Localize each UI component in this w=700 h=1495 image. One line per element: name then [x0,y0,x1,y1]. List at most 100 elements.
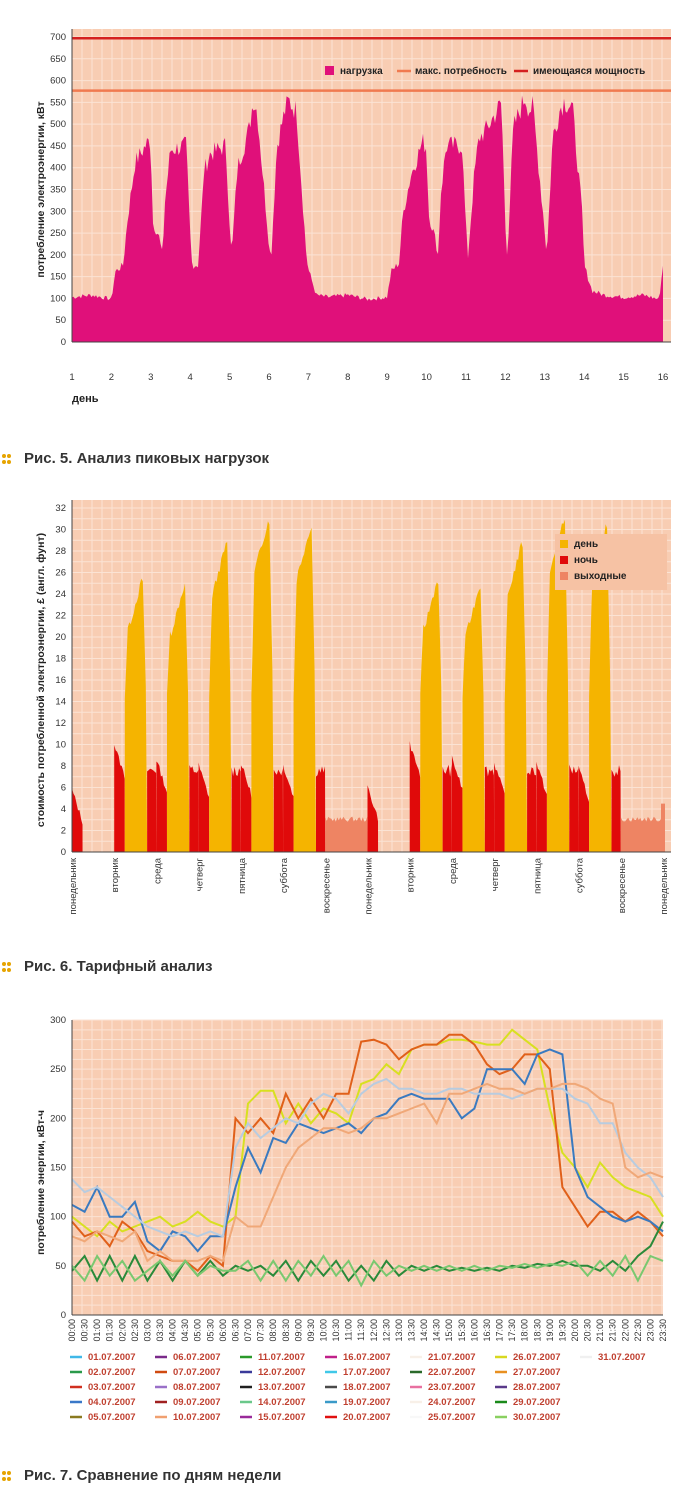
night-bars [527,767,537,852]
legend-label: 05.07.2007 [88,1412,136,1423]
x-tick-label: 10:00 [318,1319,328,1342]
x-tick-label: 18:00 [520,1319,530,1342]
x-tick-label: 11:00 [344,1319,354,1341]
caption-text: Сравнение по дням недели [76,1467,282,1484]
legend-label: 07.07.2007 [173,1367,221,1378]
caption-dots-icon [2,1471,12,1483]
night-bars [147,768,157,852]
night-bars [569,764,579,852]
legend-label-load: нагрузка [340,66,383,77]
night-bars [240,765,252,852]
x-tick-label: 12:30 [381,1319,391,1342]
legend-label: 17.07.2007 [343,1367,391,1378]
x-tick-label: 14:00 [419,1319,429,1342]
x-tick-label: 21:30 [608,1319,618,1342]
legend-label: 31.07.2007 [598,1352,646,1363]
y-tick-label: 12 [55,718,66,729]
night-bars [494,762,505,852]
x-tick-label: 07:30 [256,1319,266,1342]
x-tick-label: 03:30 [155,1319,165,1342]
x-tick-label: 10:30 [331,1319,341,1342]
y-tick-label: 8 [61,761,66,772]
y-tick-label: 700 [50,32,66,43]
caption-label: Рис. 7. [24,1467,73,1484]
night-bars [367,785,379,852]
x-tick-label: 09:00 [293,1319,303,1342]
x-tick-label: 02:30 [130,1319,140,1342]
x-tick-label: 8 [345,372,350,383]
y-tick-label: 650 [50,54,66,65]
legend-label: 26.07.2007 [513,1352,561,1363]
peak-load-chart: 0 50 100 150 200 250 300 350 400 450 500 550 600 650 7… [0,0,700,440]
x-axis-label: день [72,393,99,405]
x-tick-label: 12 [500,372,511,383]
legend-label: 09.07.2007 [173,1397,221,1408]
night-bars [611,765,621,852]
weekend-bars [325,816,368,852]
y-tick-label: 100 [50,1212,66,1223]
x-tick-label: понедельник [364,857,375,914]
x-tick-label: вторник [406,857,417,892]
x-tick-label: 03:00 [142,1319,152,1342]
y-tick-label: 150 [50,1163,66,1174]
y-tick-label: 50 [55,315,66,326]
legend-label: 06.07.2007 [173,1352,221,1363]
x-tick-label: пятница [532,857,543,894]
y-tick-label: 26 [55,568,66,579]
legend-label: 23.07.2007 [428,1382,476,1393]
y-tick-label: 24 [55,589,66,600]
x-tick-label: 14:30 [432,1319,442,1342]
series-line [71,1077,664,1238]
night-bars [231,767,241,852]
day-bars [420,582,443,852]
y-tick-label: 250 [50,1064,66,1075]
legend-label: 15.07.2007 [258,1412,306,1423]
x-tick-label: 02:00 [117,1319,127,1342]
x-tick-label: суббота [575,857,586,893]
y-tick-label: 550 [50,97,66,108]
x-tick-label: 15:30 [457,1319,467,1342]
night-bars [315,766,326,852]
night-bars [283,764,294,852]
legend-label-max: макс. потребность [415,65,507,77]
x-tick-label: 11 [461,372,471,383]
night-bars [484,766,495,852]
legend-swatch [560,556,568,564]
x-tick-label: 3 [148,372,153,383]
legend-label: 01.07.2007 [88,1352,136,1363]
x-tick-label: 01:30 [105,1319,115,1342]
x-tick-label: четверг [490,857,501,891]
x-tick-label: 22:00 [620,1319,630,1342]
y-tick-label: 32 [55,503,66,514]
y-axis-label: стоимость потребленной электроэнергии, £… [35,533,47,827]
x-tick-label: 06:30 [230,1319,240,1342]
x-tick-label: воскресенье [617,858,628,913]
x-tick-label: воскресенье [321,858,332,913]
x-tick-label: 05:30 [205,1319,215,1342]
legend-label: 28.07.2007 [513,1382,561,1393]
figure-peak-load: 0 50 100 150 200 250 300 350 400 450 500 550 600 650 7… [0,0,700,440]
x-tick-label: 20:00 [570,1319,580,1342]
x-tick-label: 15 [618,372,629,383]
day-bars [166,583,190,852]
night-bars [536,761,547,852]
y-tick-label: 10 [55,740,66,751]
y-tick-label: 150 [50,272,66,283]
legend-label: 30.07.2007 [513,1412,561,1423]
x-tick-label: 07:00 [243,1319,253,1342]
x-tick-label: 01:00 [92,1319,102,1342]
y-tick-label: 450 [50,141,66,152]
x-tick-label: 12:00 [369,1319,379,1342]
figure-caption-3: Рис. 7. Сравнение по дням недели [0,1465,700,1495]
x-tick-label: 5 [227,372,232,383]
x-tick-label: 04:30 [180,1319,190,1342]
y-tick-label: 200 [50,1113,66,1124]
legend-label: 21.07.2007 [428,1352,476,1363]
caption-text: Анализ пиковых нагрузок [76,450,270,467]
tariff-chart: 02468101214161820222426283032понедельник… [35,500,671,914]
y-tick-label: 0 [61,847,66,858]
legend-label: 11.07.2007 [258,1352,305,1363]
y-tick-label: 6 [61,783,66,794]
x-tick-label: 21:00 [595,1319,605,1342]
